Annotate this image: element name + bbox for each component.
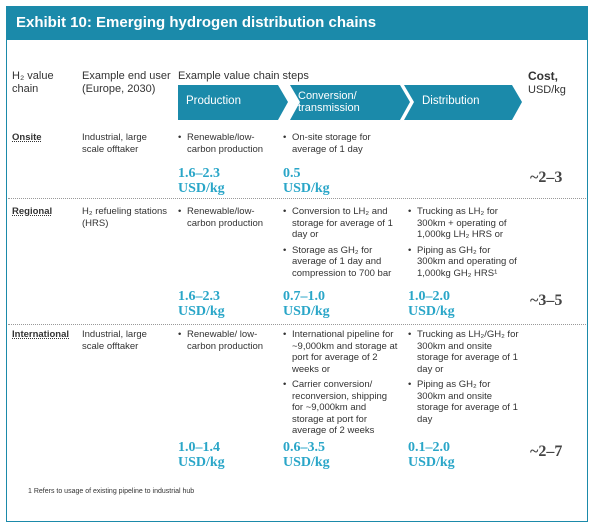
bullet: Carrier conversion/ reconversion, shippi… xyxy=(283,379,398,437)
col-header: Cost, xyxy=(528,69,558,83)
cost-value: 0.7–1.0 xyxy=(283,289,325,304)
bullet: Renewable/low-carbon production xyxy=(178,132,278,155)
cost-value: 0.5 xyxy=(283,166,301,181)
bullet: Trucking as LH₂ for 300km + operating of… xyxy=(408,206,520,241)
row-name: Regional xyxy=(12,206,53,217)
col-header: H₂ value chain xyxy=(12,70,54,95)
cost-unit: USD/kg xyxy=(283,304,330,319)
separator xyxy=(8,324,586,325)
header-bar xyxy=(7,7,587,40)
bullets: Renewable/low-carbon production xyxy=(178,132,278,159)
bullet: Piping as GH₂ for 300km and onsite stora… xyxy=(408,379,520,425)
cost-unit: USD/kg xyxy=(408,304,455,319)
cost-value: 1.6–2.3 xyxy=(178,166,220,181)
title: Exhibit 10: Emerging hydrogen distributi… xyxy=(16,14,377,31)
bullet: On-site storage for average of 1 day xyxy=(283,132,398,155)
cost-unit: USD/kg xyxy=(283,455,330,470)
cost-value: 0.1–2.0 xyxy=(408,440,450,455)
footnote: 1 Refers to usage of existing pipeline t… xyxy=(28,488,195,495)
bullet: Renewable/low-carbon production xyxy=(178,206,278,229)
col-header: Example end user (Europe, 2030) xyxy=(82,70,171,95)
cost-value: 1.0–1.4 xyxy=(178,440,220,455)
bullets: On-site storage for average of 1 day xyxy=(283,132,398,159)
step-label: Distribution xyxy=(422,95,480,107)
cost-unit: USD/kg xyxy=(408,455,455,470)
row-name: International xyxy=(12,329,70,340)
arrow xyxy=(178,85,288,120)
cost-unit: USD/kg xyxy=(178,304,225,319)
bullet: Storage as GH₂ for average of 1 day and … xyxy=(283,245,398,280)
col-header: Example value chain steps xyxy=(178,70,309,82)
separator xyxy=(8,198,586,199)
bullets: Renewable/low-carbon production xyxy=(178,206,278,233)
bullet: International pipeline for ~9,000km and … xyxy=(283,329,398,375)
end-user: H₂ refueling stations (HRS) xyxy=(82,206,168,229)
bullets: International pipeline for ~9,000km and … xyxy=(283,329,398,441)
bullets: Renewable/ low-carbon production xyxy=(178,329,278,356)
cost-unit: USD/kg xyxy=(178,455,225,470)
arrow xyxy=(290,85,410,120)
total-cost: ~2–7 xyxy=(530,443,563,460)
col-header: USD/kg xyxy=(528,84,566,96)
cost-unit: USD/kg xyxy=(178,181,225,196)
bullets: Trucking as LH₂/GH₂ for 300km and onsite… xyxy=(408,329,520,429)
arrow xyxy=(404,85,522,120)
frame xyxy=(6,6,588,522)
cost-value: 0.6–3.5 xyxy=(283,440,325,455)
bullet: Piping as GH₂ for 300km and operating of… xyxy=(408,245,520,280)
row-name: Onsite xyxy=(12,132,42,143)
end-user: Industrial, large scale offtaker xyxy=(82,329,147,352)
cost-value: 1.6–2.3 xyxy=(178,289,220,304)
end-user: Industrial, large scale offtaker xyxy=(82,132,147,155)
bullet: Trucking as LH₂/GH₂ for 300km and onsite… xyxy=(408,329,520,375)
total-cost: ~3–5 xyxy=(530,292,563,309)
total-cost: ~2–3 xyxy=(530,169,563,186)
cost-value: 1.0–2.0 xyxy=(408,289,450,304)
step-label: Production xyxy=(186,95,241,107)
cost-unit: USD/kg xyxy=(283,181,330,196)
step-label: Conversion/ transmission xyxy=(298,90,360,114)
bullets: Trucking as LH₂ for 300km + operating of… xyxy=(408,206,520,283)
bullet: Conversion to LH₂ and storage for averag… xyxy=(283,206,398,241)
bullet: Renewable/ low-carbon production xyxy=(178,329,278,352)
bullets: Conversion to LH₂ and storage for averag… xyxy=(283,206,398,283)
